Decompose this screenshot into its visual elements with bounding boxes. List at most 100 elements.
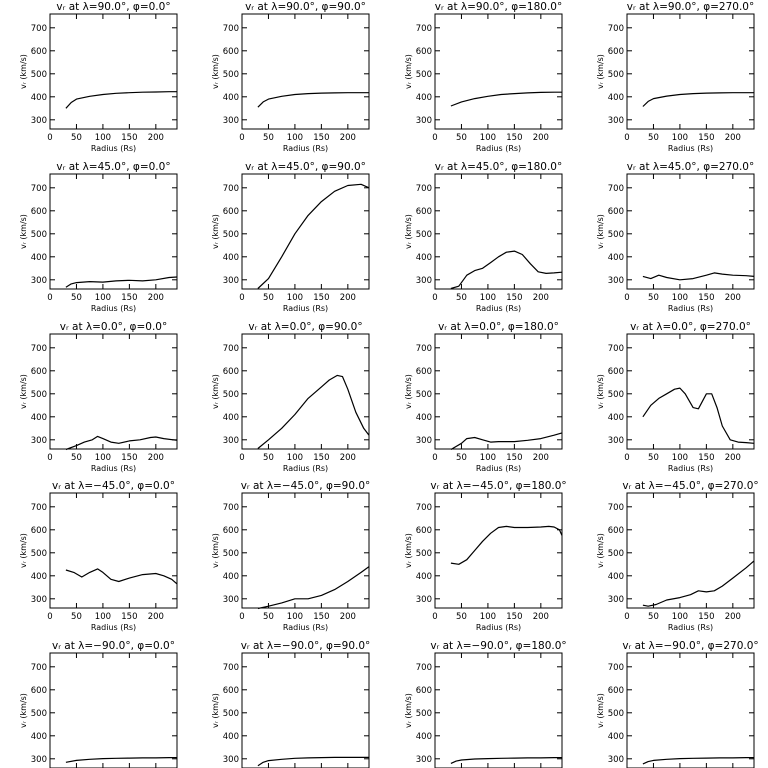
x-tick-label: 200 <box>533 612 549 622</box>
plot-frame <box>434 173 563 290</box>
y-tick-label: 400 <box>31 93 47 103</box>
x-tick-label: 0 <box>624 612 629 622</box>
series-line <box>65 91 177 109</box>
y-tick-label: 700 <box>416 663 432 673</box>
x-tick-label: 50 <box>648 133 659 143</box>
y-tick-label: 500 <box>223 390 239 400</box>
y-tick-label: 600 <box>31 686 47 696</box>
x-axis-label: Radius (Rs) <box>668 144 713 153</box>
x-tick-label: 200 <box>148 293 164 303</box>
subplot-3-2: vᵣ at λ=0.0°, φ=90.0° 0 50 100 150 200 300 400 5… <box>211 321 370 473</box>
x-tick-label: 150 <box>313 612 329 622</box>
x-tick-label: 200 <box>340 293 356 303</box>
x-tick-label: 50 <box>71 133 82 143</box>
series-line <box>65 757 177 763</box>
y-tick-label: 400 <box>31 253 47 263</box>
y-tick-label: 600 <box>31 207 47 217</box>
plot-frame <box>241 173 370 290</box>
plot-frame <box>434 492 563 609</box>
y-tick-label: 600 <box>223 686 239 696</box>
y-tick-label: 700 <box>608 663 624 673</box>
x-tick-label: 200 <box>340 453 356 463</box>
x-tick-label: 100 <box>95 293 111 303</box>
y-tick-label: 700 <box>31 184 47 194</box>
subplot-4-1: vᵣ at λ=−45.0°, φ=0.0° 0 50 100 150 200 300 400… <box>19 480 178 632</box>
subplot-title: vᵣ at λ=−90.0°, φ=180.0° <box>430 640 566 652</box>
x-tick-label: 50 <box>648 612 659 622</box>
x-axis-label: Radius (Rs) <box>476 464 521 473</box>
y-tick-label: 500 <box>223 230 239 240</box>
x-tick-label: 150 <box>121 293 137 303</box>
plot-frame <box>626 13 755 130</box>
plot-frame <box>49 333 178 450</box>
y-axis-label: vᵣ (km/s) <box>211 214 220 249</box>
y-tick-label: 300 <box>416 755 432 765</box>
y-tick-label: 500 <box>608 549 624 559</box>
x-tick-label: 150 <box>313 453 329 463</box>
subplot-title: vᵣ at λ=90.0°, φ=0.0° <box>56 1 170 13</box>
x-tick-label: 0 <box>432 133 437 143</box>
y-tick-label: 500 <box>608 390 624 400</box>
x-tick-label: 0 <box>432 453 437 463</box>
y-tick-label: 600 <box>223 367 239 377</box>
y-tick-label: 500 <box>608 70 624 80</box>
y-axis-label: vᵣ (km/s) <box>404 693 413 728</box>
y-tick-label: 500 <box>223 709 239 719</box>
plot-frame <box>49 652 178 768</box>
y-tick-label: 500 <box>608 230 624 240</box>
series-line <box>65 568 178 585</box>
y-tick-label: 700 <box>31 344 47 354</box>
x-tick-label: 200 <box>725 453 741 463</box>
x-tick-label: 150 <box>506 453 522 463</box>
y-tick-label: 400 <box>608 572 624 582</box>
y-tick-label: 500 <box>416 70 432 80</box>
y-tick-label: 300 <box>223 755 239 765</box>
y-tick-label: 500 <box>223 549 239 559</box>
y-tick-label: 600 <box>608 47 624 57</box>
subplot-title: vᵣ at λ=−45.0°, φ=270.0° <box>622 480 758 492</box>
x-axis-label: Radius (Rs) <box>476 623 521 632</box>
x-tick-label: 200 <box>533 453 549 463</box>
x-tick-label: 50 <box>456 293 467 303</box>
y-tick-label: 600 <box>223 207 239 217</box>
plot-frame <box>626 492 755 609</box>
x-tick-label: 150 <box>313 293 329 303</box>
subplot-title: vᵣ at λ=−45.0°, φ=180.0° <box>430 480 566 492</box>
subplot-title: vᵣ at λ=45.0°, φ=270.0° <box>627 161 755 173</box>
y-tick-label: 600 <box>608 207 624 217</box>
x-axis-label: Radius (Rs) <box>283 304 328 313</box>
x-axis-label: Radius (Rs) <box>283 464 328 473</box>
x-tick-label: 200 <box>340 612 356 622</box>
subplot-title: vᵣ at λ=−90.0°, φ=0.0° <box>52 640 175 652</box>
x-axis-label: Radius (Rs) <box>283 623 328 632</box>
y-tick-label: 300 <box>608 755 624 765</box>
x-axis-label: Radius (Rs) <box>476 144 521 153</box>
x-tick-label: 100 <box>287 293 303 303</box>
y-tick-label: 500 <box>416 549 432 559</box>
x-tick-label: 0 <box>239 453 244 463</box>
subplot-title: vᵣ at λ=90.0°, φ=270.0° <box>627 1 755 13</box>
y-axis-label: vᵣ (km/s) <box>596 533 605 568</box>
y-tick-label: 500 <box>31 390 47 400</box>
x-tick-label: 0 <box>239 293 244 303</box>
x-tick-label: 150 <box>121 612 137 622</box>
x-tick-label: 50 <box>263 453 274 463</box>
y-tick-label: 600 <box>31 47 47 57</box>
x-tick-label: 100 <box>287 133 303 143</box>
y-tick-label: 700 <box>416 503 432 513</box>
y-tick-label: 400 <box>416 253 432 263</box>
series-line <box>257 183 370 289</box>
x-tick-label: 0 <box>47 293 52 303</box>
y-tick-label: 400 <box>31 572 47 582</box>
subplot-5-1: vᵣ at λ=−90.0°, φ=0.0°050100150200300400… <box>19 640 178 768</box>
x-tick-label: 50 <box>456 133 467 143</box>
x-tick-label: 0 <box>624 133 629 143</box>
y-tick-label: 700 <box>223 663 239 673</box>
y-tick-label: 300 <box>31 276 47 286</box>
x-tick-label: 50 <box>456 612 467 622</box>
x-tick-label: 150 <box>506 612 522 622</box>
x-tick-label: 0 <box>432 612 437 622</box>
plot-frame <box>434 333 563 450</box>
y-tick-label: 500 <box>31 709 47 719</box>
x-tick-label: 100 <box>672 453 688 463</box>
